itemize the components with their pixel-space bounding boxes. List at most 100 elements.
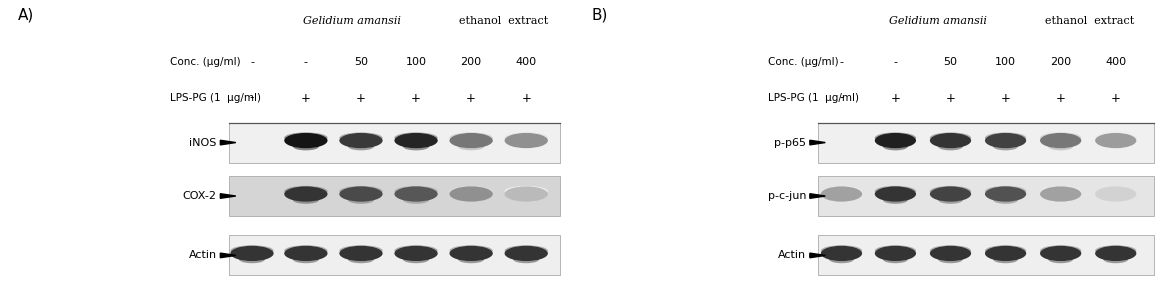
Ellipse shape (820, 133, 863, 148)
Text: 400: 400 (516, 57, 537, 67)
Text: -: - (839, 91, 844, 105)
Text: 50: 50 (943, 57, 958, 67)
Text: 200: 200 (1050, 57, 1071, 67)
Ellipse shape (929, 246, 972, 261)
Ellipse shape (395, 186, 437, 197)
Text: LPS-PG (1  μg/ml): LPS-PG (1 μg/ml) (170, 93, 261, 103)
Ellipse shape (984, 186, 1027, 197)
Ellipse shape (874, 187, 917, 202)
Ellipse shape (450, 245, 492, 256)
Ellipse shape (1048, 256, 1074, 263)
Ellipse shape (450, 187, 492, 202)
Ellipse shape (1095, 246, 1137, 261)
Ellipse shape (1095, 132, 1137, 143)
Ellipse shape (929, 186, 972, 197)
Ellipse shape (293, 196, 319, 204)
Text: Actin: Actin (189, 250, 217, 260)
Polygon shape (810, 140, 825, 145)
Polygon shape (810, 253, 825, 258)
Ellipse shape (1095, 245, 1137, 256)
Ellipse shape (450, 186, 492, 197)
Ellipse shape (938, 143, 963, 150)
Ellipse shape (984, 133, 1027, 148)
Ellipse shape (403, 143, 429, 150)
Text: 100: 100 (995, 57, 1016, 67)
Text: -: - (250, 91, 254, 105)
Ellipse shape (403, 256, 429, 263)
Ellipse shape (285, 246, 327, 261)
Ellipse shape (993, 143, 1018, 150)
Ellipse shape (938, 196, 963, 204)
Ellipse shape (458, 256, 484, 263)
Text: p-c-jun: p-c-jun (768, 191, 806, 201)
Ellipse shape (929, 187, 972, 202)
Ellipse shape (820, 245, 863, 256)
Bar (818, 122, 1154, 163)
Text: +: + (1001, 91, 1010, 105)
Text: -: - (304, 57, 308, 67)
Ellipse shape (293, 256, 319, 263)
Ellipse shape (340, 133, 382, 148)
Ellipse shape (231, 245, 273, 256)
Ellipse shape (450, 133, 492, 148)
Ellipse shape (984, 245, 1027, 256)
Ellipse shape (340, 186, 382, 197)
Ellipse shape (929, 245, 972, 256)
Text: Conc. (μg/ml): Conc. (μg/ml) (170, 57, 240, 67)
Text: ethanol  extract: ethanol extract (1045, 16, 1134, 26)
Ellipse shape (395, 133, 437, 148)
Ellipse shape (285, 132, 327, 143)
Text: +: + (522, 91, 531, 105)
Text: Gelidium amansii: Gelidium amansii (888, 16, 987, 26)
Ellipse shape (395, 187, 437, 202)
Ellipse shape (293, 143, 319, 150)
Ellipse shape (820, 187, 863, 202)
Ellipse shape (1048, 143, 1074, 150)
Ellipse shape (984, 187, 1027, 202)
Ellipse shape (505, 132, 547, 143)
Ellipse shape (1095, 187, 1137, 202)
Bar (818, 176, 1154, 216)
Text: +: + (1111, 91, 1120, 105)
Ellipse shape (984, 132, 1027, 143)
Text: Actin: Actin (778, 250, 806, 260)
Ellipse shape (984, 246, 1027, 261)
Ellipse shape (938, 256, 963, 263)
Ellipse shape (874, 132, 917, 143)
Ellipse shape (1040, 132, 1082, 143)
Text: 50: 50 (354, 57, 368, 67)
Ellipse shape (929, 132, 972, 143)
Ellipse shape (874, 245, 917, 256)
Ellipse shape (1040, 186, 1082, 197)
Text: B): B) (592, 7, 608, 23)
Bar (818, 235, 1154, 276)
Ellipse shape (993, 256, 1018, 263)
Ellipse shape (1040, 187, 1082, 202)
Ellipse shape (348, 256, 374, 263)
Ellipse shape (285, 186, 327, 197)
Text: COX-2: COX-2 (183, 191, 217, 201)
Ellipse shape (505, 187, 547, 202)
Ellipse shape (505, 186, 547, 197)
Ellipse shape (883, 143, 908, 150)
Ellipse shape (883, 256, 908, 263)
Text: 400: 400 (1105, 57, 1126, 67)
Ellipse shape (348, 143, 374, 150)
Ellipse shape (285, 133, 327, 148)
Text: +: + (1056, 91, 1065, 105)
Ellipse shape (450, 246, 492, 261)
Ellipse shape (395, 246, 437, 261)
Ellipse shape (883, 196, 908, 204)
Bar (229, 176, 560, 216)
Text: 100: 100 (406, 57, 427, 67)
Ellipse shape (395, 245, 437, 256)
Text: +: + (466, 91, 476, 105)
Ellipse shape (1040, 246, 1082, 261)
Text: +: + (301, 91, 311, 105)
Ellipse shape (513, 256, 539, 263)
Text: +: + (411, 91, 421, 105)
Ellipse shape (1095, 133, 1137, 148)
Ellipse shape (505, 246, 547, 261)
Ellipse shape (1103, 256, 1129, 263)
Text: +: + (946, 91, 955, 105)
